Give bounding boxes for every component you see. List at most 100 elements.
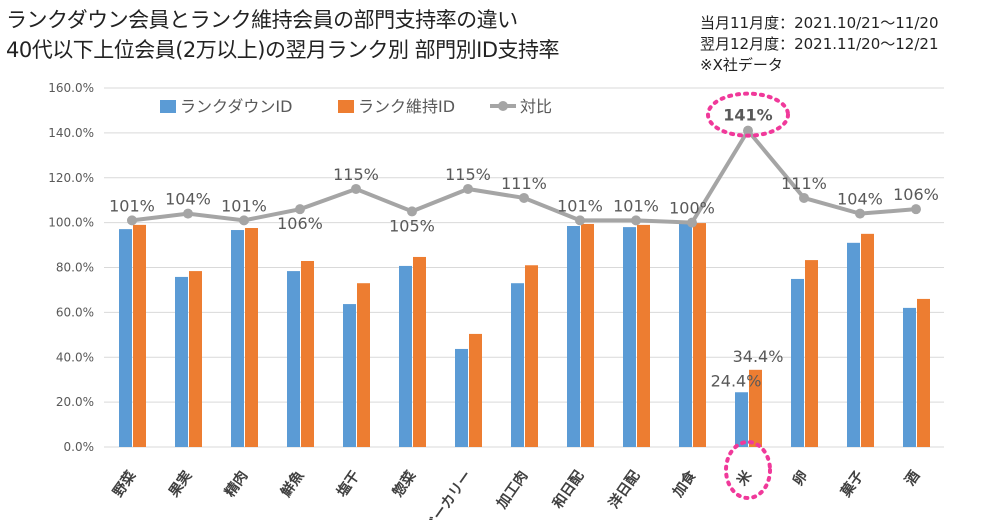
bar-rankdown xyxy=(455,348,468,447)
ratio-label: 111% xyxy=(501,174,547,193)
bar-rankkeep xyxy=(469,333,482,447)
y-tick-label: 100.0% xyxy=(48,216,94,230)
category-label: 卵 xyxy=(789,468,811,489)
bar-rankdown xyxy=(511,283,524,447)
bar-rankdown xyxy=(903,307,916,447)
highlight-circle xyxy=(706,91,790,138)
ratio-point xyxy=(855,208,865,219)
source-note: ※X社データ xyxy=(700,56,783,74)
ratio-point xyxy=(799,192,809,203)
bar-label-rankkeep: 34.4% xyxy=(733,347,784,366)
ratio-point xyxy=(295,204,305,215)
ratio-point xyxy=(463,183,473,194)
bar-rankkeep xyxy=(245,228,258,447)
category-label: 精肉 xyxy=(221,468,251,501)
ratio-point xyxy=(631,215,641,226)
legend-swatch-rankdown xyxy=(160,100,176,113)
y-tick-label: 140.0% xyxy=(48,126,94,140)
bar-rankkeep xyxy=(917,298,930,447)
bar-rankkeep xyxy=(357,283,370,447)
bar-rankkeep xyxy=(301,260,314,447)
category-label: 果実 xyxy=(165,468,196,502)
highlight-circle xyxy=(724,440,772,500)
y-tick-label: 0.0% xyxy=(64,440,95,454)
category-label: 塩干 xyxy=(333,468,363,501)
ratio-label: 115% xyxy=(333,165,379,184)
bar-label-rankdown: 24.4% xyxy=(711,371,762,390)
ratio-label: 106% xyxy=(893,185,939,204)
ratio-label: 141% xyxy=(723,106,772,125)
ratio-point xyxy=(407,206,417,217)
ratio-point xyxy=(127,215,137,226)
ratio-label: 106% xyxy=(277,214,323,233)
category-label: 惣菜 xyxy=(389,467,420,501)
bar-rankdown xyxy=(231,230,244,447)
legend-swatch-rankkeep xyxy=(338,100,354,113)
y-tick-label: 160.0% xyxy=(48,81,94,95)
ratio-label: 100% xyxy=(669,199,715,218)
ratio-point xyxy=(239,215,249,226)
bar-rankdown xyxy=(175,276,188,447)
y-tick-label: 80.0% xyxy=(56,261,94,275)
category-label: 野菜 xyxy=(109,467,140,501)
ratio-label: 105% xyxy=(389,216,435,235)
bar-rankkeep xyxy=(693,223,706,447)
ratio-label: 104% xyxy=(837,190,883,209)
bar-rankkeep xyxy=(189,271,202,447)
ratio-point xyxy=(575,215,585,226)
ratio-label: 104% xyxy=(165,190,211,209)
category-label: 鮮魚 xyxy=(277,468,307,501)
bar-rankkeep xyxy=(861,233,874,447)
bar-rankdown xyxy=(679,223,692,447)
legend-label-rankkeep: ランク維持ID xyxy=(358,97,455,116)
category-label: 和日配 xyxy=(550,468,587,512)
legend-marker-ratio xyxy=(498,101,508,111)
ratio-point xyxy=(687,217,697,228)
ratio-point xyxy=(911,204,921,215)
bar-rankkeep xyxy=(525,265,538,447)
bar-rankdown xyxy=(287,271,300,447)
chart-title-line1: ランクダウン会員とランク維持会員の部門支持率の違い xyxy=(6,8,518,32)
bar-rankdown xyxy=(847,242,860,447)
bar-rankdown xyxy=(399,265,412,447)
bar-rankkeep xyxy=(637,224,650,447)
y-tick-label: 20.0% xyxy=(56,395,94,409)
category-label: 菓子 xyxy=(837,468,868,502)
legend-label-rankdown: ランクダウンID xyxy=(180,97,292,116)
ratio-point xyxy=(183,208,193,219)
ratio-point xyxy=(519,192,529,203)
bar-rankkeep xyxy=(133,224,146,447)
ratio-label: 101% xyxy=(613,196,659,215)
category-label: 加食 xyxy=(669,467,700,501)
category-label: 酒 xyxy=(902,468,923,489)
category-label: 加工肉 xyxy=(493,468,532,513)
bar-rankkeep xyxy=(581,223,594,447)
ratio-label: 101% xyxy=(557,196,603,215)
bar-rankdown xyxy=(343,304,356,447)
y-tick-label: 120.0% xyxy=(48,171,94,185)
legend-label-ratio: 対比 xyxy=(520,97,552,116)
ratio-point xyxy=(351,183,361,194)
y-tick-label: 60.0% xyxy=(56,305,94,319)
ratio-label: 101% xyxy=(109,196,155,215)
bar-rankdown xyxy=(735,392,748,447)
bar-rankdown xyxy=(623,227,636,447)
category-label: ベーカリー xyxy=(422,468,475,520)
bar-rankkeep xyxy=(413,256,426,447)
bar-rankkeep xyxy=(749,369,762,447)
y-tick-label: 40.0% xyxy=(56,350,94,364)
bar-rankkeep xyxy=(805,260,818,447)
period-note-current: 当月11月度：2021.10/21～11/20 xyxy=(700,14,939,32)
chart-title-line2: 40代以下上位会員(2万以上)の翌月ランク別 部門別ID支持率 xyxy=(6,38,560,62)
bar-rankdown xyxy=(567,225,580,447)
period-note-next: 翌月12月度：2021.11/20～12/21 xyxy=(700,35,939,53)
ratio-label: 111% xyxy=(781,174,827,193)
ratio-label: 115% xyxy=(445,165,491,184)
bar-rankdown xyxy=(119,229,132,447)
ratio-label: 101% xyxy=(221,196,267,215)
category-label: 洋日配 xyxy=(605,468,643,512)
bar-rankdown xyxy=(791,278,804,447)
category-label: 米 xyxy=(733,467,756,489)
